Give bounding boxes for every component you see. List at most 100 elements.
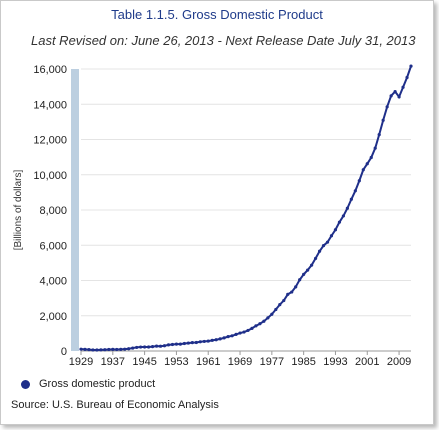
- data-point[interactable]: [242, 330, 246, 334]
- data-point[interactable]: [389, 94, 393, 98]
- data-point[interactable]: [337, 220, 342, 224]
- x-tick-label: 2009: [387, 356, 411, 368]
- data-point[interactable]: [91, 348, 95, 352]
- data-point[interactable]: [341, 214, 346, 218]
- x-tick-label: 1985: [291, 356, 315, 368]
- data-point[interactable]: [254, 324, 258, 328]
- data-point[interactable]: [182, 341, 186, 346]
- data-point[interactable]: [278, 303, 282, 307]
- data-point[interactable]: [270, 312, 274, 316]
- data-point[interactable]: [333, 228, 338, 232]
- data-point[interactable]: [146, 345, 151, 349]
- data-point[interactable]: [79, 347, 83, 351]
- data-point[interactable]: [258, 322, 262, 326]
- data-point[interactable]: [250, 326, 254, 330]
- y-tick-label: 8,000: [39, 205, 67, 217]
- data-point[interactable]: [170, 342, 175, 347]
- data-point[interactable]: [310, 263, 314, 267]
- data-point[interactable]: [123, 347, 127, 351]
- data-point[interactable]: [290, 290, 294, 294]
- data-point[interactable]: [154, 344, 159, 348]
- y-tick-label: 14,000: [33, 99, 67, 111]
- data-point[interactable]: [119, 347, 123, 351]
- x-tick-label: 2001: [355, 356, 379, 368]
- data-point[interactable]: [166, 343, 171, 347]
- data-point[interactable]: [103, 348, 107, 352]
- data-point[interactable]: [385, 105, 389, 109]
- data-point[interactable]: [174, 342, 179, 346]
- data-point[interactable]: [95, 348, 99, 352]
- data-point[interactable]: [222, 336, 226, 340]
- data-point[interactable]: [405, 75, 409, 80]
- data-point[interactable]: [294, 285, 298, 289]
- data-point[interactable]: [206, 339, 210, 343]
- data-point[interactable]: [127, 347, 131, 351]
- data-point[interactable]: [226, 335, 230, 339]
- data-point[interactable]: [135, 345, 139, 350]
- data-point[interactable]: [246, 328, 250, 333]
- x-tick-label: 1937: [101, 356, 125, 368]
- data-point[interactable]: [313, 256, 318, 261]
- x-tick-label: 1969: [228, 356, 252, 368]
- data-point[interactable]: [178, 342, 182, 346]
- data-point[interactable]: [397, 95, 401, 99]
- data-point[interactable]: [306, 268, 310, 272]
- gdp-line-chart: 0 2,000 4,000 6,000 8,000 10,000 12,000 14,000 1…: [13, 64, 413, 368]
- data-point[interactable]: [218, 337, 222, 341]
- data-point[interactable]: [190, 341, 194, 345]
- data-point[interactable]: [194, 340, 198, 345]
- data-point[interactable]: [87, 348, 91, 352]
- y-axis-scrollbar[interactable]: [71, 69, 79, 351]
- data-point[interactable]: [369, 155, 373, 160]
- data-point[interactable]: [365, 162, 369, 166]
- data-point[interactable]: [83, 347, 87, 351]
- data-point[interactable]: [361, 168, 365, 172]
- data-point[interactable]: [198, 340, 202, 344]
- data-point[interactable]: [282, 298, 286, 303]
- data-point[interactable]: [329, 234, 334, 238]
- data-point[interactable]: [345, 206, 349, 210]
- data-point[interactable]: [381, 118, 385, 122]
- data-point[interactable]: [202, 339, 206, 344]
- data-point[interactable]: [409, 64, 413, 68]
- y-tick-label: 0: [61, 346, 67, 358]
- data-point[interactable]: [139, 345, 143, 349]
- data-point[interactable]: [107, 347, 111, 352]
- data-point[interactable]: [234, 332, 238, 336]
- data-point[interactable]: [266, 316, 270, 320]
- y-tick-label: 6,000: [39, 240, 67, 252]
- data-point[interactable]: [349, 197, 353, 201]
- data-point[interactable]: [111, 347, 115, 351]
- data-point[interactable]: [186, 341, 190, 345]
- data-point[interactable]: [401, 85, 405, 89]
- data-point[interactable]: [143, 345, 147, 349]
- data-point[interactable]: [317, 249, 322, 253]
- data-point[interactable]: [286, 292, 290, 297]
- data-point[interactable]: [274, 307, 278, 312]
- data-point[interactable]: [373, 146, 377, 150]
- data-point[interactable]: [230, 334, 234, 338]
- data-point[interactable]: [302, 272, 306, 276]
- data-point[interactable]: [131, 346, 135, 350]
- data-point[interactable]: [353, 189, 357, 193]
- data-point[interactable]: [325, 240, 330, 244]
- data-point[interactable]: [298, 278, 302, 282]
- grid-lines: [81, 68, 411, 317]
- y-tick-label: 12,000: [33, 135, 67, 147]
- data-point[interactable]: [321, 244, 326, 248]
- data-point[interactable]: [214, 338, 218, 342]
- data-point[interactable]: [357, 179, 361, 183]
- data-point[interactable]: [393, 89, 397, 94]
- data-point[interactable]: [238, 331, 242, 335]
- data-point[interactable]: [262, 319, 266, 323]
- series-gdp: [79, 64, 413, 352]
- data-point[interactable]: [162, 344, 167, 348]
- data-point[interactable]: [115, 347, 119, 352]
- data-point[interactable]: [158, 344, 163, 348]
- legend[interactable]: Gross domestic product: [21, 378, 155, 390]
- legend-marker-icon: [21, 379, 30, 389]
- data-point[interactable]: [210, 338, 214, 342]
- data-point[interactable]: [377, 133, 381, 137]
- data-point[interactable]: [99, 348, 103, 352]
- data-point[interactable]: [150, 344, 155, 349]
